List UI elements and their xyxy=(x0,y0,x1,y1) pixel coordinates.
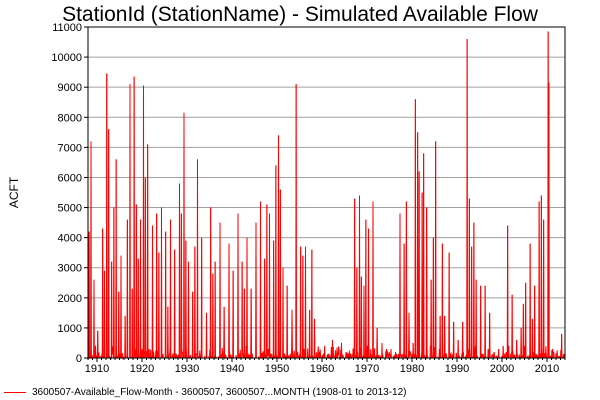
x-tick-label: 1930 xyxy=(175,363,199,375)
y-tick-label: 9000 xyxy=(58,82,82,94)
series-area xyxy=(87,31,565,360)
x-tick-label: 1970 xyxy=(355,363,379,375)
x-tick-label: 2000 xyxy=(490,363,514,375)
y-axis-label: ACFT xyxy=(7,176,21,208)
legend-label: 3600507-Available_Flow-Month - 3600507, … xyxy=(32,386,407,398)
legend: 3600507-Available_Flow-Month - 3600507, … xyxy=(4,384,407,400)
x-tick-label: 1960 xyxy=(310,363,334,375)
series-line xyxy=(87,31,565,360)
chart-title: StationId (StationName) - Simulated Avai… xyxy=(62,3,538,26)
x-tick-label: 1980 xyxy=(400,363,424,375)
y-tick-label: 7000 xyxy=(58,142,82,154)
x-tick-label: 1910 xyxy=(85,363,109,375)
y-tick-label: 5000 xyxy=(58,203,82,215)
y-tick-label: 8000 xyxy=(58,112,82,124)
y-tick-label: 3000 xyxy=(58,263,82,275)
y-tick-label: 2000 xyxy=(58,293,82,305)
y-tick-label: 0 xyxy=(76,353,82,365)
x-tick-label: 1920 xyxy=(130,363,154,375)
y-tick-label: 4000 xyxy=(58,233,82,245)
y-tick-label: 1000 xyxy=(58,323,82,335)
x-tick-label: 1990 xyxy=(445,363,469,375)
legend-swatch xyxy=(4,391,26,393)
x-tick-label: 1940 xyxy=(220,363,244,375)
x-tick-label: 2010 xyxy=(535,363,559,375)
y-tick-label: 11000 xyxy=(52,22,82,34)
x-tick-label: 1950 xyxy=(265,363,289,375)
y-tick-label: 6000 xyxy=(58,172,82,184)
axes: 0 1000 2000 3000 4000 5000 6000 7000 8000 9000 100… xyxy=(51,22,566,375)
y-tick-label: 10000 xyxy=(51,52,82,64)
